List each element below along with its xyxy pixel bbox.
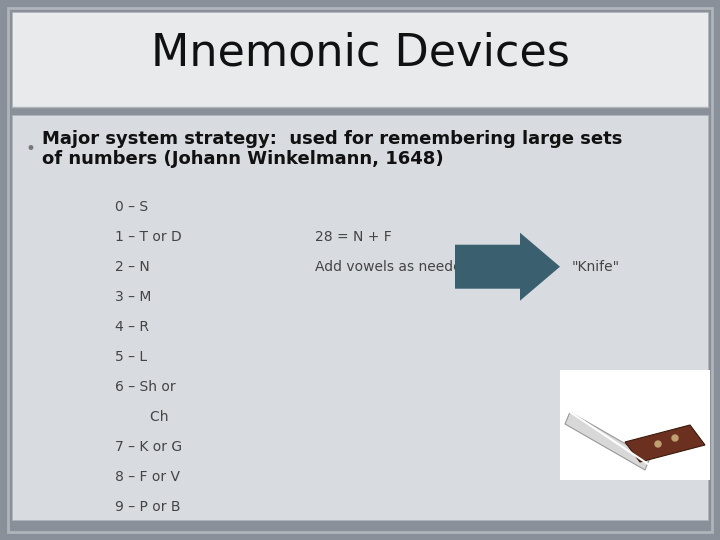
Text: 0 – S: 0 – S bbox=[115, 200, 148, 214]
Text: 3 – M: 3 – M bbox=[115, 289, 151, 303]
Text: 1 – T or D: 1 – T or D bbox=[115, 230, 181, 244]
Text: Ch: Ch bbox=[115, 410, 168, 424]
FancyBboxPatch shape bbox=[8, 8, 712, 532]
Text: "Knife": "Knife" bbox=[572, 260, 620, 274]
Text: •: • bbox=[25, 140, 35, 158]
Text: Mnemonic Devices: Mnemonic Devices bbox=[150, 32, 570, 75]
Polygon shape bbox=[625, 425, 705, 462]
FancyBboxPatch shape bbox=[560, 370, 710, 480]
Text: Add vowels as needed: Add vowels as needed bbox=[315, 260, 470, 274]
Text: 6 – Sh or: 6 – Sh or bbox=[115, 380, 176, 394]
FancyBboxPatch shape bbox=[12, 114, 708, 520]
Text: 4 – R: 4 – R bbox=[115, 320, 149, 334]
Polygon shape bbox=[565, 412, 650, 470]
Text: 2 – N: 2 – N bbox=[115, 260, 150, 274]
Text: Major system strategy:  used for remembering large sets: Major system strategy: used for remember… bbox=[42, 130, 622, 148]
Text: 28 = N + F: 28 = N + F bbox=[315, 230, 392, 244]
Text: 8 – F or V: 8 – F or V bbox=[115, 470, 180, 484]
Polygon shape bbox=[455, 233, 560, 301]
Text: 9 – P or B: 9 – P or B bbox=[115, 500, 181, 514]
Text: of numbers (Johann Winkelmann, 1648): of numbers (Johann Winkelmann, 1648) bbox=[42, 150, 444, 168]
Text: 5 – L: 5 – L bbox=[115, 350, 147, 364]
Circle shape bbox=[655, 441, 661, 447]
FancyBboxPatch shape bbox=[12, 12, 708, 107]
Circle shape bbox=[672, 435, 678, 441]
Text: 7 – K or G: 7 – K or G bbox=[115, 440, 182, 454]
